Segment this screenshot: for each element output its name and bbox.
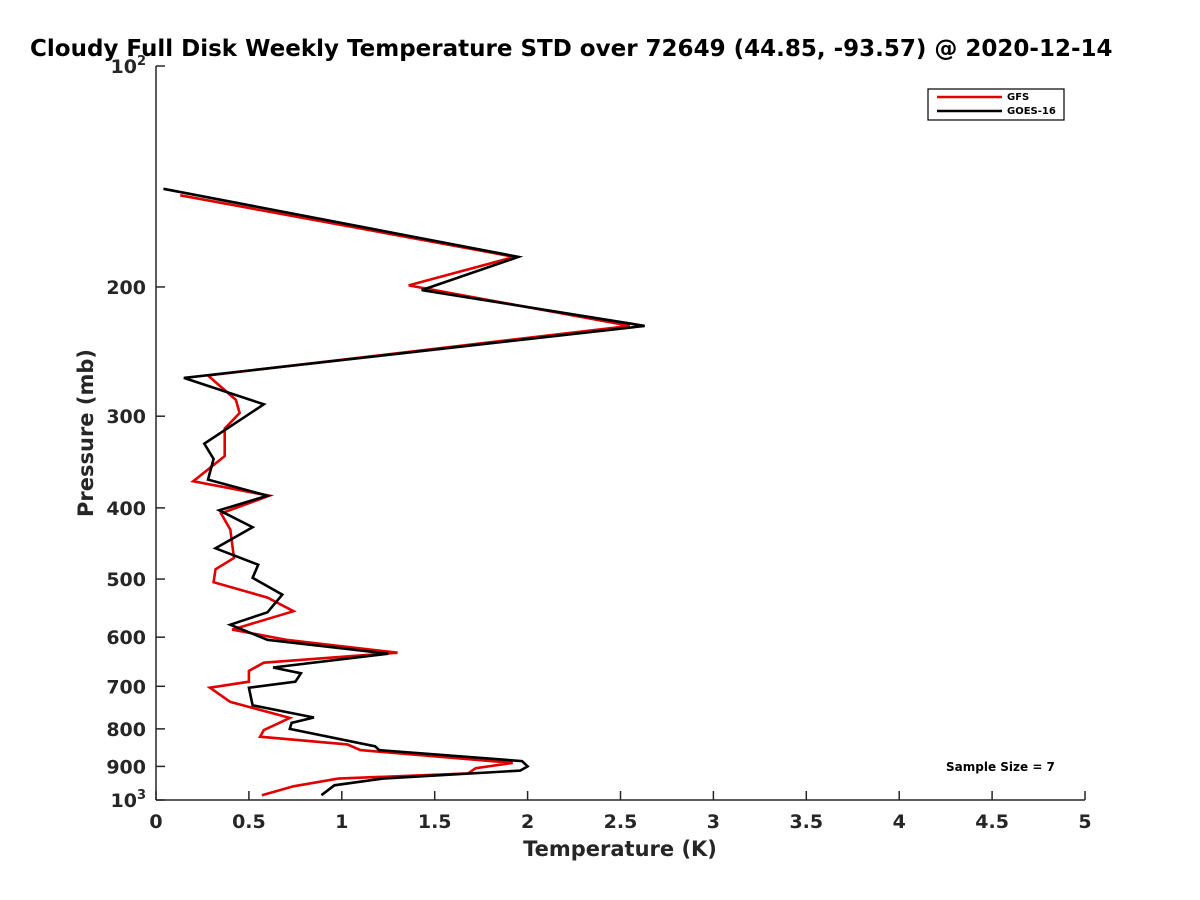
series-line-goes-16 (163, 187, 645, 797)
x-tick-label: 3.5 (789, 811, 823, 833)
y-tick-label: 200 (106, 277, 146, 299)
y-tick-label: 400 (106, 498, 146, 520)
sample-size-annotation: Sample Size = 7 (946, 760, 1055, 774)
y-tick-label-exponent: 3 (137, 788, 146, 803)
series-layer (163, 187, 645, 797)
legend: GFS GOES-16 (927, 88, 1065, 121)
x-tick-label: 1 (335, 811, 348, 833)
x-ticks: 0 0.5 1 1.5 2 2.5 3 3.5 4 4.5 5 (149, 791, 1092, 833)
y-tick-label-base: 10 (111, 790, 137, 812)
legend-label-gfs: GFS (1007, 92, 1029, 103)
y-tick-label: 300 (106, 406, 146, 428)
x-tick-label: 4.5 (975, 811, 1009, 833)
x-tick-label: 3 (707, 811, 720, 833)
legend-box (927, 88, 1065, 121)
x-tick-label: 1.5 (418, 811, 452, 833)
x-tick-label: 4 (893, 811, 906, 833)
chart-title: Cloudy Full Disk Weekly Temperature STD … (30, 36, 1113, 62)
y-tick-label: 900 (106, 756, 146, 778)
y-tick-label-exponent: 2 (137, 54, 146, 69)
y-tick-label-base: 10 (111, 56, 137, 78)
y-tick-label: 700 (106, 676, 146, 698)
x-tick-label: 5 (1078, 811, 1091, 833)
x-tick-label: 0.5 (232, 811, 266, 833)
y-tick-label: 102 (111, 54, 147, 78)
y-axis-title: Pressure (mb) (74, 349, 98, 517)
y-tick-label: 800 (106, 719, 146, 741)
y-tick-label: 600 (106, 627, 146, 649)
legend-label-goes-16: GOES-16 (1007, 106, 1056, 117)
x-axis-title: Temperature (K) (523, 837, 717, 861)
x-tick-label: 2.5 (604, 811, 638, 833)
series-line-gfs (179, 194, 631, 797)
x-tick-label: 2 (521, 811, 534, 833)
x-tick-label: 0 (149, 811, 162, 833)
y-tick-label: 103 (111, 788, 147, 812)
y-tick-label: 500 (106, 569, 146, 591)
